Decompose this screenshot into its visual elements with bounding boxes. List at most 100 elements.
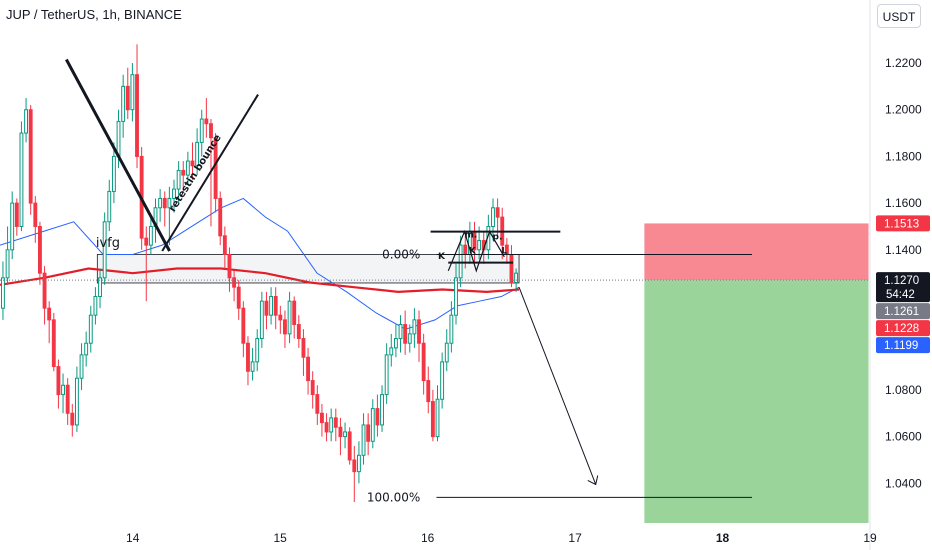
x-tick-label: 14 bbox=[126, 531, 140, 545]
candle-body bbox=[255, 338, 260, 363]
candle-body bbox=[301, 338, 306, 358]
candle-body bbox=[144, 237, 149, 246]
candle-body bbox=[296, 324, 301, 340]
candle-body bbox=[121, 85, 126, 122]
candle-body bbox=[102, 221, 107, 279]
ma-red-line bbox=[0, 267, 520, 293]
price-tags: 1.1513 1.1270 54:42 1.1261 1.1228 1.1199 bbox=[876, 215, 930, 354]
candle-body bbox=[24, 109, 28, 134]
candle-body bbox=[5, 249, 10, 279]
candle-body bbox=[10, 202, 15, 251]
pattern-label-p: p. bbox=[493, 232, 503, 242]
candle-body bbox=[444, 342, 449, 363]
candle-body bbox=[209, 123, 213, 139]
candle-body bbox=[509, 253, 514, 284]
candle-body bbox=[412, 319, 417, 335]
candle-body bbox=[172, 188, 176, 199]
candle-body bbox=[477, 239, 482, 251]
y-tick-label: 1.1600 bbox=[885, 196, 922, 210]
candle-body bbox=[454, 277, 458, 316]
x-tick-label: 17 bbox=[568, 531, 582, 545]
candle-body bbox=[232, 277, 237, 288]
candle-body bbox=[241, 307, 246, 344]
candle-body bbox=[204, 118, 209, 125]
pattern-label-m: m. bbox=[464, 231, 477, 241]
candle-body bbox=[449, 314, 454, 344]
candle-body bbox=[514, 272, 519, 284]
candle-body bbox=[158, 197, 163, 209]
candle-body bbox=[264, 300, 269, 316]
candle-body bbox=[51, 319, 56, 368]
candle-body bbox=[366, 424, 371, 442]
candle-body bbox=[65, 384, 70, 414]
candle-body bbox=[14, 202, 19, 227]
candle-body bbox=[269, 296, 274, 316]
ifvg-label: ivfg bbox=[96, 236, 120, 251]
candle-body bbox=[190, 160, 195, 167]
axes: 1.2200 1.2000 1.1800 1.1600 1.1400 1.0800 1.06… bbox=[126, 0, 922, 550]
candle-body bbox=[111, 155, 116, 192]
candle-body bbox=[315, 394, 320, 414]
x-tick-label: 15 bbox=[273, 531, 287, 545]
x-tick-label: 18 bbox=[716, 531, 730, 545]
candle-body bbox=[421, 342, 426, 382]
candle-body bbox=[84, 342, 89, 356]
ma-blue-line bbox=[0, 197, 520, 330]
projection-arrow-head bbox=[587, 475, 599, 486]
candle-body bbox=[292, 300, 297, 326]
price-tag-bg bbox=[876, 337, 930, 354]
candle-body bbox=[343, 431, 347, 438]
candle-body bbox=[463, 244, 468, 255]
candle-body bbox=[135, 74, 139, 157]
price-tag-label: 1.1261 bbox=[884, 306, 919, 318]
candle-body bbox=[79, 354, 84, 379]
moving-averages bbox=[0, 197, 520, 330]
pattern-zigzag bbox=[447, 229, 505, 273]
candle-body bbox=[417, 319, 421, 344]
candle-body bbox=[116, 120, 121, 157]
candle-body bbox=[213, 137, 218, 199]
trend-line-down bbox=[65, 58, 171, 252]
y-tick-label: 1.0800 bbox=[885, 383, 922, 397]
candle-body bbox=[375, 408, 380, 426]
risk-reward-zones bbox=[644, 223, 869, 523]
candle-body bbox=[218, 197, 223, 237]
pattern-label-k1: K bbox=[438, 252, 446, 262]
candle-body bbox=[167, 197, 172, 209]
candle-body bbox=[491, 207, 495, 227]
projection-arrow-line bbox=[518, 286, 597, 485]
price-tag-label: 1.1270 bbox=[884, 275, 919, 287]
candle-body bbox=[352, 459, 357, 473]
y-tick-label: 1.2000 bbox=[885, 103, 922, 117]
price-tag-bg bbox=[876, 272, 930, 303]
stop-zone bbox=[644, 223, 869, 281]
candle-body bbox=[389, 347, 394, 356]
candle-body bbox=[458, 244, 463, 279]
candle-body bbox=[403, 324, 408, 344]
price-tag-bg bbox=[876, 215, 930, 232]
candle-body bbox=[33, 202, 38, 227]
currency-button[interactable]: USDT bbox=[877, 4, 921, 28]
candle-body bbox=[47, 307, 52, 321]
y-tick-label: 1.1400 bbox=[885, 243, 922, 257]
x-tick-label: 19 bbox=[863, 531, 877, 545]
candle-body bbox=[61, 384, 65, 396]
candle-body bbox=[236, 286, 241, 309]
candle-body bbox=[181, 169, 186, 176]
candle-body bbox=[435, 398, 440, 438]
candle-body bbox=[287, 300, 292, 335]
candle-body bbox=[426, 380, 431, 403]
y-tick-label: 1.0400 bbox=[885, 476, 922, 490]
candle-body bbox=[495, 207, 500, 218]
price-tag-label: 1.1199 bbox=[884, 340, 918, 352]
candle-body bbox=[227, 253, 232, 279]
candle-body bbox=[98, 277, 102, 298]
chart-title: JUP / TetherUS, 1h, BINANCE bbox=[6, 7, 182, 22]
fib-level-label: 0.00% bbox=[382, 247, 420, 261]
candle-body bbox=[125, 85, 130, 111]
candle-body bbox=[162, 197, 167, 209]
candle-body bbox=[283, 319, 287, 335]
candle-body bbox=[195, 141, 200, 167]
candle-body bbox=[329, 417, 334, 433]
